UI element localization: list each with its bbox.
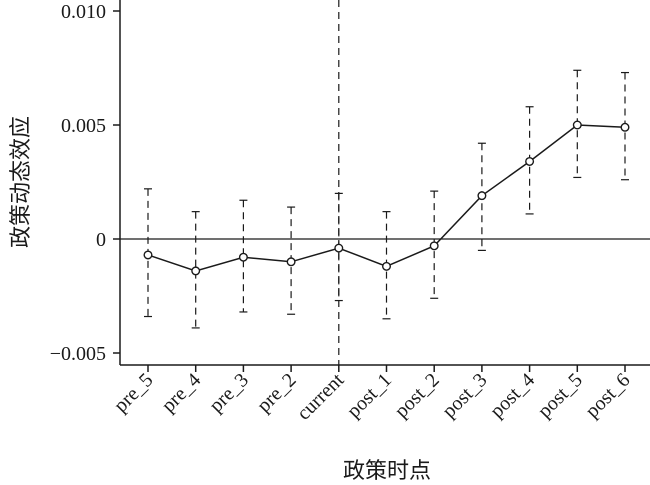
data-point	[191, 266, 201, 276]
x-tick-label: post_5	[534, 369, 587, 422]
y-axis-title: 政策动态效应	[8, 116, 33, 248]
data-point	[429, 241, 439, 251]
y-tick-label: −0.005	[50, 343, 106, 365]
data-point	[286, 257, 296, 267]
x-tick-label: pre_5	[110, 369, 158, 417]
data-point	[620, 122, 630, 132]
y-ticks: −0.005 0 0.005 0.010	[50, 1, 120, 365]
confidence-intervals	[144, 69, 629, 329]
x-tick-label: post_4	[486, 369, 539, 422]
x-axis-title: 政策时点	[343, 458, 431, 483]
axes	[119, 0, 650, 366]
data-point	[143, 250, 153, 260]
data-point	[382, 261, 392, 271]
data-point	[238, 252, 248, 262]
y-tick-label: 0.010	[61, 1, 106, 23]
data-points	[143, 120, 630, 276]
x-tick-label: post_3	[438, 369, 491, 422]
data-point	[477, 191, 487, 201]
x-ticks: pre_5 pre_4 pre_3 pre_2currentpost_1post_2p…	[110, 365, 635, 425]
data-point	[525, 156, 535, 166]
x-tick-label: pre_3	[205, 369, 253, 417]
x-tick-label: pre_4	[157, 369, 205, 417]
x-tick-label: post_6	[581, 369, 634, 422]
x-tick-label: current	[293, 369, 349, 425]
x-tick-label: post_1	[343, 369, 396, 422]
x-tick-label: post_2	[390, 369, 443, 422]
y-tick-label: 0.005	[61, 115, 106, 137]
y-tick-label: 0	[96, 229, 106, 251]
data-point	[572, 120, 582, 130]
data-point	[334, 243, 344, 253]
